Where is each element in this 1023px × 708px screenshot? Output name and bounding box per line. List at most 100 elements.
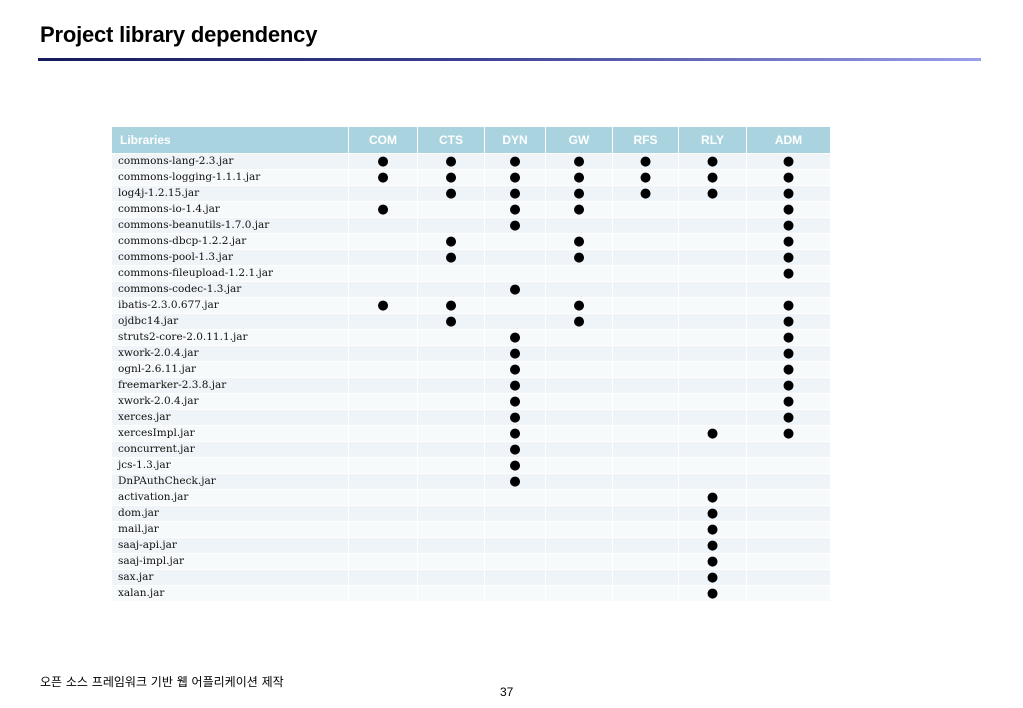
dependency-mark: ● — [782, 250, 795, 265]
dependency-cell: ● — [747, 410, 830, 425]
column-header-adm: ADM — [747, 127, 830, 153]
dependency-cell — [679, 362, 746, 377]
dependency-mark: ● — [509, 378, 521, 393]
dependency-mark: ● — [706, 490, 719, 505]
dependency-cell: ● — [613, 186, 678, 201]
dependency-cell — [679, 394, 746, 409]
dependency-cell: ● — [349, 202, 417, 217]
dependency-cell — [485, 554, 545, 569]
dependency-cell: ● — [418, 170, 484, 185]
dependency-cell — [418, 490, 484, 505]
dependency-mark: ● — [509, 202, 521, 217]
dependency-cell — [485, 586, 545, 601]
dependency-mark: ● — [377, 298, 389, 313]
dependency-mark: ● — [639, 186, 652, 201]
dependency-mark: ● — [706, 538, 719, 553]
dependency-mark: ● — [445, 154, 457, 169]
dependency-cell — [349, 410, 417, 425]
dependency-cell: ● — [747, 330, 830, 345]
dependency-mark: ● — [509, 170, 521, 185]
dependency-mark: ● — [573, 298, 585, 313]
dependency-cell: ● — [546, 154, 612, 169]
dependency-mark: ● — [782, 170, 795, 185]
dependency-cell: ● — [679, 490, 746, 505]
dependency-mark: ● — [445, 170, 457, 185]
dependency-cell — [418, 442, 484, 457]
dependency-cell — [747, 458, 830, 473]
dependency-mark: ● — [509, 186, 521, 201]
table-row: xwork-2.0.4.jar ● ● — [112, 394, 830, 409]
dependency-cell — [613, 490, 678, 505]
dependency-cell — [349, 282, 417, 297]
dependency-cell — [349, 554, 417, 569]
dependency-cell — [349, 218, 417, 233]
page-number: 37 — [500, 685, 514, 699]
dependency-cell — [679, 442, 746, 457]
table-row: commons-lang-2.3.jar ● ● ● ● ● ● ● — [112, 154, 830, 169]
dependency-cell — [349, 442, 417, 457]
dependency-mark: ● — [639, 170, 652, 185]
dependency-cell — [418, 538, 484, 553]
dependency-cell — [679, 218, 746, 233]
dependency-cell — [613, 442, 678, 457]
dependency-cell: ● — [485, 474, 545, 489]
column-header-gw: GW — [546, 127, 612, 153]
dependency-cell — [679, 346, 746, 361]
library-name: sax.jar — [112, 570, 348, 585]
dependency-table: Libraries COM CTS DYN GW RFS RLY ADM com… — [111, 126, 831, 602]
dependency-cell — [349, 394, 417, 409]
dependency-cell: ● — [747, 394, 830, 409]
dependency-cell — [349, 474, 417, 489]
dependency-cell: ● — [679, 154, 746, 169]
dependency-mark: ● — [573, 186, 585, 201]
dependency-cell — [485, 250, 545, 265]
dependency-cell — [485, 506, 545, 521]
library-name: ojdbc14.jar — [112, 314, 348, 329]
dependency-cell — [418, 586, 484, 601]
dependency-cell — [418, 458, 484, 473]
dependency-cell — [546, 346, 612, 361]
dependency-mark: ● — [782, 378, 795, 393]
library-name: freemarker-2.3.8.jar — [112, 378, 348, 393]
dependency-cell: ● — [679, 538, 746, 553]
dependency-cell — [679, 202, 746, 217]
dependency-cell — [613, 426, 678, 441]
dependency-mark: ● — [639, 154, 652, 169]
dependency-cell — [418, 346, 484, 361]
dependency-cell — [679, 266, 746, 281]
dependency-cell — [485, 522, 545, 537]
dependency-cell: ● — [679, 554, 746, 569]
dependency-cell: ● — [747, 218, 830, 233]
library-name: xercesImpl.jar — [112, 426, 348, 441]
table-row: jcs-1.3.jar ● — [112, 458, 830, 473]
dependency-cell — [613, 538, 678, 553]
dependency-mark: ● — [706, 554, 719, 569]
dependency-cell — [485, 298, 545, 313]
table-row: xalan.jar ● — [112, 586, 830, 601]
dependency-cell — [546, 442, 612, 457]
dependency-mark: ● — [509, 154, 521, 169]
dependency-cell: ● — [418, 314, 484, 329]
dependency-mark: ● — [377, 170, 389, 185]
dependency-cell: ● — [546, 250, 612, 265]
library-name: ibatis-2.3.0.677.jar — [112, 298, 348, 313]
dependency-mark: ● — [573, 250, 585, 265]
dependency-cell — [613, 250, 678, 265]
dependency-cell — [418, 522, 484, 537]
dependency-cell — [613, 458, 678, 473]
dependency-cell — [613, 218, 678, 233]
dependency-cell — [485, 314, 545, 329]
dependency-table-body: commons-lang-2.3.jar ● ● ● ● ● ● ● commons-loggi… — [112, 154, 830, 601]
footer-text: 오픈 소스 프레임워크 기반 웹 어플리케이션 제작 — [40, 675, 284, 689]
table-row: saaj-api.jar ● — [112, 538, 830, 553]
dependency-cell — [546, 554, 612, 569]
dependency-cell — [613, 266, 678, 281]
dependency-cell: ● — [747, 170, 830, 185]
dependency-cell — [349, 266, 417, 281]
dependency-cell — [679, 298, 746, 313]
dependency-cell — [546, 426, 612, 441]
dependency-cell — [679, 314, 746, 329]
dependency-cell — [613, 570, 678, 585]
dependency-cell — [747, 570, 830, 585]
column-header-rfs: RFS — [613, 127, 678, 153]
